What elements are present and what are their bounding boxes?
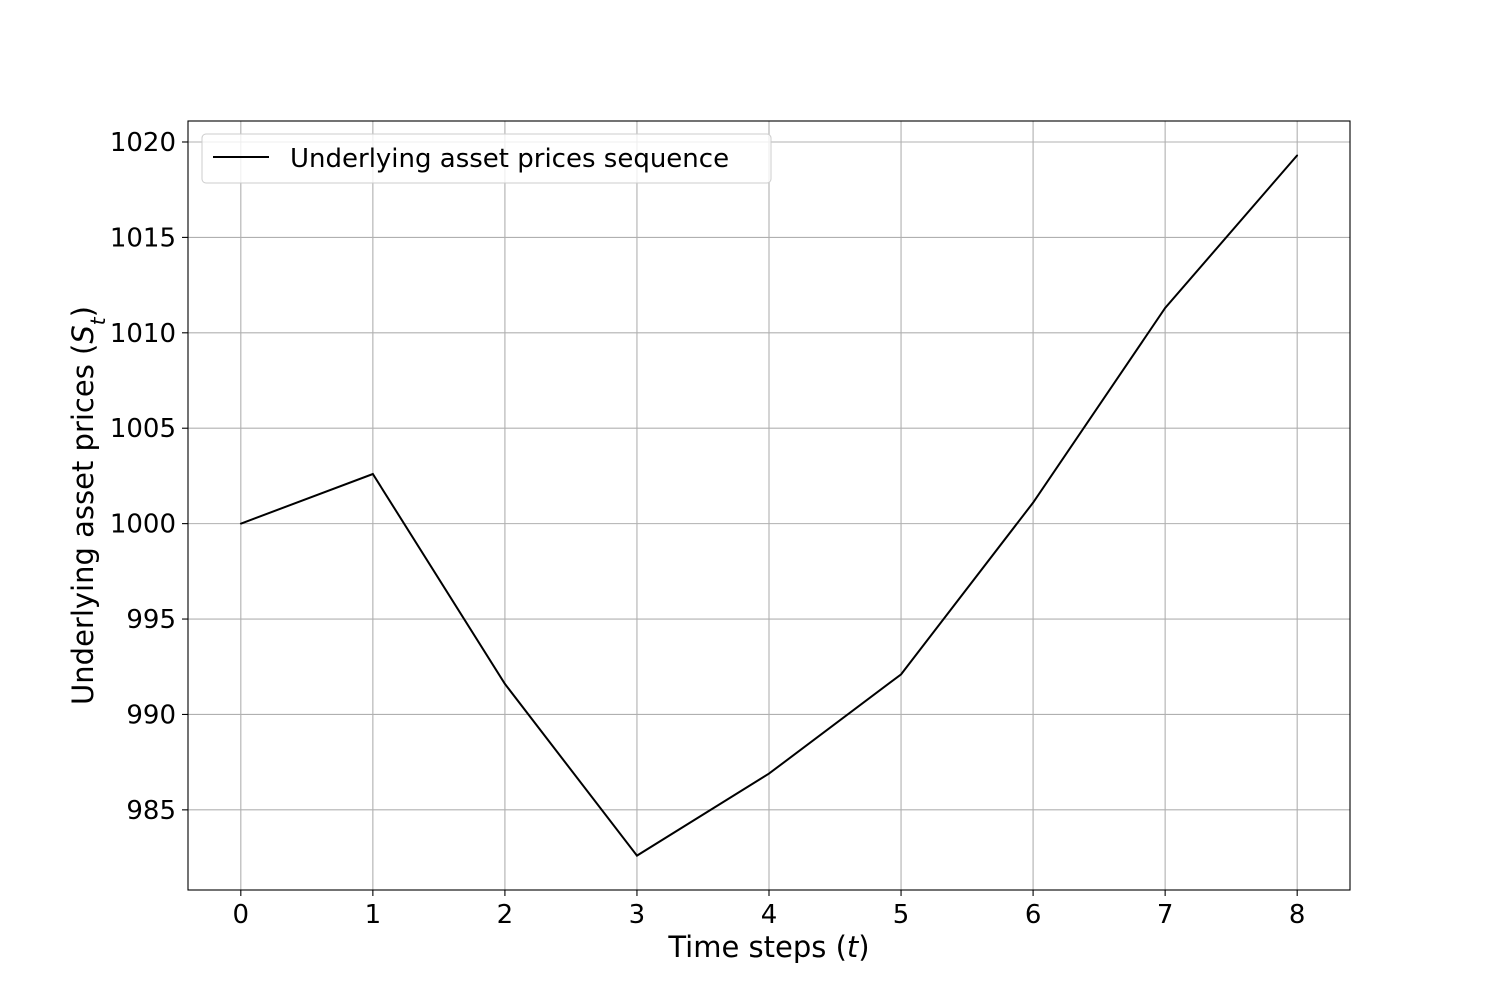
y-axis-label: Underlying asset prices (St) (66, 306, 110, 705)
y-tick-label: 990 (126, 700, 176, 730)
data-point (504, 683, 506, 685)
x-axis-label-close: ) (858, 930, 869, 964)
y-axis-label-close: ) (66, 306, 100, 317)
y-tick-label: 1020 (110, 128, 176, 158)
data-point (900, 673, 902, 676)
x-tick-label: 0 (233, 900, 250, 930)
x-tick-label: 7 (1157, 900, 1174, 930)
y-tick-label: 1015 (110, 223, 176, 253)
y-tick-label: 995 (126, 605, 176, 635)
x-axis-ticks: 0 1 2 3 4 5 6 7 8 (233, 890, 1306, 930)
y-tick-label: 1000 (110, 510, 176, 540)
y-tick-label: 1010 (110, 319, 176, 349)
data-point (239, 522, 242, 525)
legend-label: Underlying asset prices sequence (290, 144, 729, 174)
x-tick-label: 4 (761, 900, 778, 930)
data-point (1164, 307, 1167, 309)
data-point (1032, 501, 1034, 504)
data-point (768, 772, 770, 775)
x-tick-label: 2 (497, 900, 514, 930)
x-tick-label: 5 (893, 900, 910, 930)
x-axis-label-variable: t (847, 930, 860, 964)
y-axis-label-main: Underlying asset prices ( (66, 344, 100, 705)
x-tick-label: 1 (365, 900, 382, 930)
legend-box (201, 133, 772, 184)
legend: Underlying asset prices sequence (201, 133, 772, 184)
x-axis-label-main: Time steps ( (667, 930, 847, 964)
y-axis-label-subscript: t (86, 316, 110, 325)
data-point (1296, 154, 1299, 157)
data-point (371, 473, 374, 475)
y-axis-ticks: 985 990 995 1000 1005 1010 1015 1020 (110, 128, 188, 826)
x-tick-label: 6 (1025, 900, 1042, 930)
y-tick-label: 1005 (110, 414, 176, 444)
series-layer (239, 154, 1299, 857)
y-axis-label-variable: S (66, 325, 100, 343)
x-tick-label: 3 (629, 900, 646, 930)
x-tick-label: 8 (1289, 900, 1306, 930)
data-point (636, 854, 638, 857)
x-axis-label: Time steps (t) (667, 930, 869, 964)
y-tick-label: 985 (126, 796, 176, 826)
